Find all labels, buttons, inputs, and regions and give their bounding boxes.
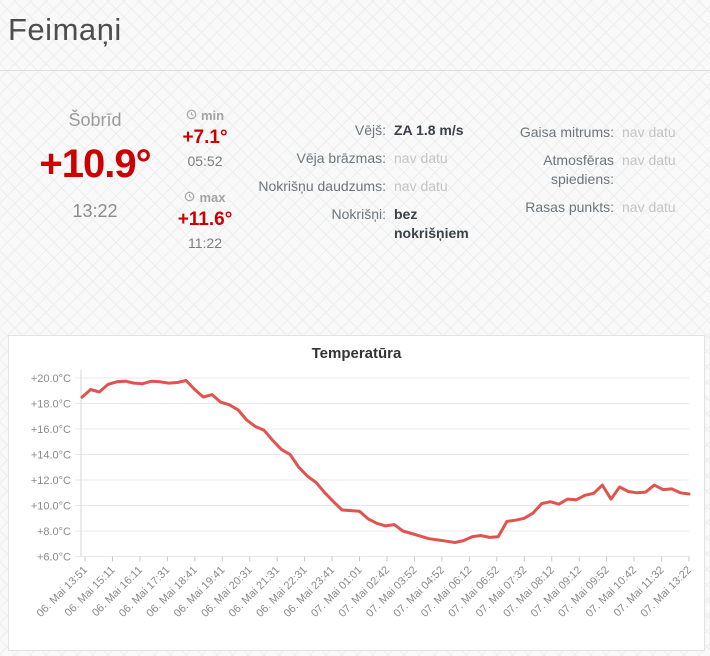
dew-point-value: nav datu	[622, 199, 676, 215]
svg-text:+12.0°C: +12.0°C	[31, 475, 71, 487]
wind-gusts-value: nav datu	[394, 150, 448, 166]
precip-value: bez nokrišņiem	[394, 206, 469, 241]
precip-label: Nokrišņi:	[331, 206, 386, 222]
precip-amount-label: Nokrišņu daudzums:	[258, 178, 386, 194]
max-time: 11:22	[188, 235, 222, 251]
min-temp-block: min +7.1° 05:52	[168, 108, 242, 169]
current-temp-block: Šobrīd +10.9° 13:22	[12, 110, 178, 222]
current-temperature: +10.9°	[39, 142, 151, 186]
current-conditions: Šobrīd +10.9° 13:22 min +7.1° 05:52	[0, 100, 710, 251]
page-title: Feimaņi	[8, 12, 122, 47]
current-time: 13:22	[72, 201, 118, 221]
min-time: 05:52	[187, 153, 223, 169]
humidity-value: nav datu	[622, 124, 676, 140]
humidity-label: Gaisa mitrums:	[519, 124, 614, 140]
svg-text:+16.0°C: +16.0°C	[31, 424, 71, 436]
pressure-value: nav datu	[622, 152, 676, 168]
precip-amount-value: nav datu	[394, 178, 448, 194]
pressure-label: Atmosfēras spiediens:	[543, 152, 614, 187]
max-temp-block: max +11.6° 11:22	[168, 190, 242, 251]
svg-text:+10.0°C: +10.0°C	[31, 501, 71, 513]
temperature-chart[interactable]: +20.0°C +18.0°C +16.0°C +14.0°C +12.0°C +10.0…	[9, 364, 703, 648]
dew-point-label: Rasas punkts:	[525, 199, 614, 215]
min-label: min	[200, 108, 225, 123]
max-temperature: +11.6°	[177, 209, 233, 230]
header-divider	[0, 70, 710, 71]
svg-text:+18.0°C: +18.0°C	[31, 399, 71, 411]
wind-label: Vējš:	[354, 122, 386, 138]
wind-value: ZA 1.8 m/s	[394, 122, 464, 138]
clock-icon	[184, 190, 195, 205]
now-label: Šobrīd	[68, 110, 122, 130]
clock-icon	[186, 108, 197, 123]
wind-gusts-label: Vēja brāzmas:	[296, 150, 386, 166]
svg-text:+20.0°C: +20.0°C	[31, 373, 71, 385]
min-temperature: +7.1°	[182, 127, 228, 148]
temperature-chart-card: Temperatūra +20.0°C +18.0°C +16.0°C +14.0°C…	[8, 335, 705, 651]
chart-title: Temperatūra	[311, 345, 402, 362]
details-left: Vējš: ZA 1.8 m/s Vēja brāzmas: nav datu …	[240, 121, 482, 243]
svg-text:+8.0°C: +8.0°C	[37, 526, 71, 538]
svg-text:+14.0°C: +14.0°C	[31, 450, 71, 462]
minmax-block: min +7.1° 05:52 max +11.6° 11:22	[168, 108, 242, 272]
details-right: Gaisa mitrums: nav datu Atmosfēras spied…	[480, 123, 702, 217]
svg-text:+6.0°C: +6.0°C	[37, 552, 71, 564]
max-label: max	[199, 190, 226, 205]
